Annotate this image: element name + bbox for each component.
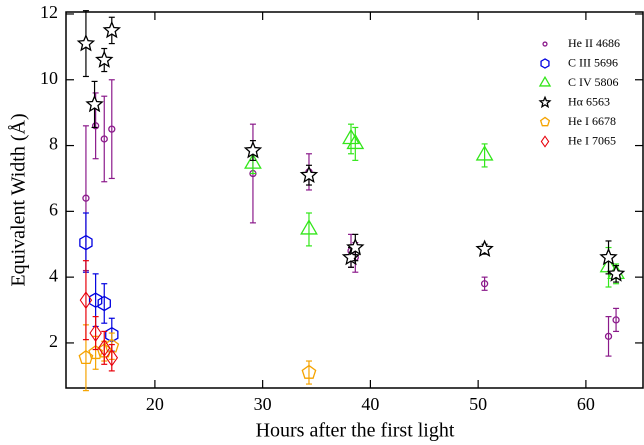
legend-marker [540, 135, 550, 148]
marker [299, 165, 319, 184]
legend-marker [538, 75, 552, 87]
marker [100, 135, 108, 143]
legend-label: He II 4686 [568, 36, 620, 50]
y-tick-label: 2 [49, 331, 58, 351]
x-tick-label: 50 [469, 394, 487, 414]
marker [79, 291, 93, 310]
marker [475, 145, 494, 161]
marker [95, 50, 114, 68]
legend-label: He I 6678 [568, 114, 616, 128]
marker [76, 33, 96, 52]
y-tick-label: 6 [49, 199, 58, 219]
marker [604, 332, 613, 341]
legend-label: C IV 5806 [568, 75, 618, 89]
marker [89, 324, 102, 342]
y-tick-label: 12 [40, 2, 58, 22]
marker [108, 125, 116, 133]
marker [475, 239, 494, 258]
marker [599, 247, 618, 266]
marker [82, 194, 90, 202]
marker [85, 94, 104, 113]
marker [301, 364, 317, 379]
marker [300, 219, 318, 235]
legend-label: He I 7065 [568, 133, 616, 147]
marker [243, 140, 263, 159]
legend-label: C III 5696 [568, 55, 618, 69]
marker [244, 153, 262, 169]
marker [98, 338, 111, 357]
x-tick-label: 60 [577, 394, 595, 414]
marker [346, 133, 365, 150]
x-axis-label: Hours after the first light [256, 420, 455, 442]
x-tick-label: 40 [361, 394, 379, 414]
marker [78, 349, 94, 365]
marker [346, 237, 365, 256]
plot-frame [65, 11, 644, 389]
marker [97, 295, 111, 312]
marker [102, 20, 122, 39]
y-tick-label: 8 [49, 134, 58, 154]
marker [612, 316, 620, 324]
y-tick-label: 10 [40, 68, 58, 88]
marker [88, 344, 104, 360]
marker [105, 348, 119, 367]
legend-marker [542, 41, 548, 47]
marker [480, 280, 489, 288]
marker [79, 234, 93, 251]
legend-marker [539, 116, 551, 127]
marker [91, 122, 100, 130]
legend-marker [538, 95, 552, 109]
legend-label: Hα 6563 [568, 94, 610, 108]
x-tick-label: 20 [146, 394, 164, 414]
x-tick-label: 30 [254, 394, 272, 414]
y-axis-label: Equivalent Width (Å) [8, 113, 30, 286]
legend-marker [540, 58, 550, 69]
y-tick-label: 4 [49, 265, 58, 285]
marker [606, 264, 626, 282]
